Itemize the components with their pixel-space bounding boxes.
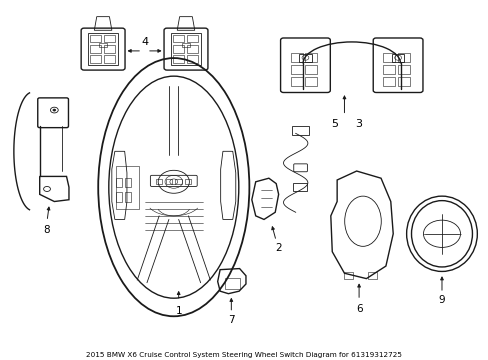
Bar <box>293 183 306 191</box>
Bar <box>291 126 309 135</box>
Bar <box>224 278 239 289</box>
Bar <box>299 54 311 62</box>
Bar <box>104 35 115 42</box>
Bar <box>397 65 409 74</box>
Bar <box>182 43 189 47</box>
Text: 2015 BMW X6 Cruise Control System Steering Wheel Switch Diagram for 61319312725: 2015 BMW X6 Cruise Control System Steeri… <box>86 352 402 358</box>
Bar <box>90 55 101 63</box>
Text: 8: 8 <box>43 225 50 235</box>
Bar <box>305 77 317 86</box>
Bar <box>383 65 394 74</box>
Bar <box>383 53 394 62</box>
Bar <box>171 33 200 65</box>
Bar <box>383 77 394 86</box>
Bar <box>116 192 122 202</box>
Bar <box>124 192 130 202</box>
Text: 3: 3 <box>355 120 362 129</box>
Bar <box>173 35 183 42</box>
Bar <box>173 45 183 53</box>
Bar <box>290 65 302 74</box>
Bar <box>115 166 139 209</box>
Bar <box>186 55 197 63</box>
Text: 1: 1 <box>175 306 182 316</box>
Bar <box>290 77 302 86</box>
Text: 6: 6 <box>355 304 362 314</box>
Bar <box>156 179 162 184</box>
Bar <box>305 65 317 74</box>
Bar <box>124 178 130 187</box>
Bar <box>104 45 115 53</box>
Bar <box>344 272 352 279</box>
Bar <box>397 53 409 62</box>
Bar <box>175 179 181 184</box>
Bar <box>90 45 101 53</box>
Bar <box>186 45 197 53</box>
Bar <box>116 178 122 187</box>
Bar <box>184 179 191 184</box>
Bar <box>88 33 118 65</box>
Bar <box>173 55 183 63</box>
Bar <box>90 35 101 42</box>
Text: 9: 9 <box>438 295 445 305</box>
Bar <box>186 35 197 42</box>
Text: 2: 2 <box>275 243 282 253</box>
Bar <box>391 54 404 62</box>
Bar <box>290 53 302 62</box>
Bar <box>305 53 317 62</box>
Bar <box>104 55 115 63</box>
Bar <box>99 43 107 47</box>
Bar <box>165 179 171 184</box>
Text: 5: 5 <box>330 120 338 129</box>
Bar <box>397 77 409 86</box>
Circle shape <box>53 109 56 111</box>
Bar <box>367 272 376 279</box>
Text: 4: 4 <box>141 37 148 47</box>
Text: 7: 7 <box>227 315 234 325</box>
